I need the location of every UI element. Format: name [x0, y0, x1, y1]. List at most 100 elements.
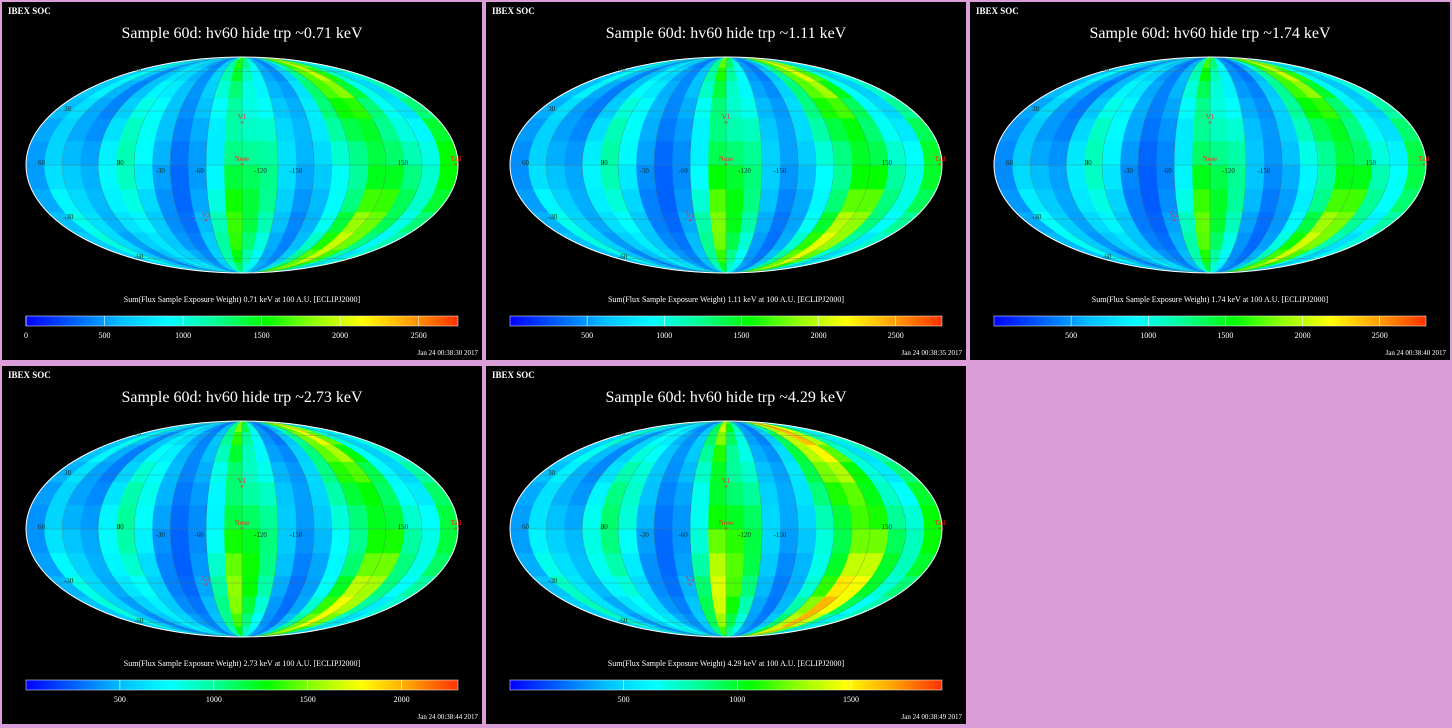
map-cell: [133, 504, 155, 530]
map-cell: [224, 552, 243, 577]
map-cell: [725, 117, 744, 142]
map-cell: [725, 596, 741, 614]
map-cell: [1173, 164, 1193, 190]
map-cell: [725, 211, 743, 233]
marker-star: *: [204, 218, 208, 226]
map-cell: [741, 552, 762, 577]
graticule: [994, 57, 1426, 273]
marker-label: V2: [202, 575, 211, 583]
marker-star: *: [454, 162, 458, 170]
map-cell: [1174, 117, 1195, 142]
map-cell: [1083, 164, 1106, 190]
map-cell: [813, 140, 835, 166]
map-cell: [760, 140, 781, 166]
map-cell: [1101, 164, 1123, 190]
map-cell: [795, 528, 817, 554]
marker-star: *: [240, 484, 244, 492]
map-cell: [97, 528, 120, 554]
map-cell: [760, 504, 781, 530]
map-cell: [206, 481, 227, 506]
timestamp: Jan 24 00:38:40 2017: [1386, 349, 1447, 357]
map-cell: [1209, 232, 1225, 250]
map-svg: IBEX SOC Sample 60d: hv60 hide trp ~1.11 …: [492, 6, 963, 357]
map-cell: [1193, 211, 1211, 233]
lon-label: 30: [117, 159, 125, 167]
map-cell: [689, 164, 709, 190]
map-cell: [635, 504, 657, 530]
chart-title: Sample 60d: hv60 hide trp ~1.74 keV: [1089, 25, 1331, 42]
marker-star: *: [240, 526, 244, 534]
map-cell: [617, 528, 639, 554]
colorbar-tick-label: 1500: [300, 695, 316, 704]
colorbar: [509, 679, 943, 691]
map-cell: [725, 188, 744, 213]
map-svg: IBEX SOC Sample 60d: hv60 hide trp ~4.29 …: [492, 370, 963, 721]
map-cell: [830, 140, 853, 166]
map-cell: [346, 528, 369, 554]
map-cell: [241, 117, 260, 142]
lon-label: -150: [1258, 167, 1271, 175]
lon-label: 60: [38, 523, 46, 531]
map-cell: [311, 528, 333, 554]
timestamp: Jan 24 00:38:35 2017: [902, 349, 963, 357]
marker-label: Nose: [1203, 155, 1217, 163]
map-cell: [241, 211, 259, 233]
map-cell: [690, 117, 711, 142]
map-cell: [329, 164, 351, 190]
colorbar-tick-label: 500: [99, 331, 111, 340]
map-cell: [276, 140, 297, 166]
map-panel-071kev: IBEX SOC Sample 60d: hv60 hide trp ~0.71 …: [2, 2, 482, 360]
marker-label: V1: [722, 113, 731, 121]
map-cell: [241, 232, 257, 250]
map-cell: [97, 164, 120, 190]
map-cell: [725, 232, 741, 250]
map-cell: [1225, 188, 1246, 213]
map-cell: [671, 140, 692, 166]
lon-label: 60: [522, 523, 530, 531]
map-cell: [205, 528, 225, 554]
colorbar-tick-label: 500: [618, 695, 630, 704]
colorbar-tick-label: 1000: [656, 331, 672, 340]
map-cell: [206, 552, 227, 577]
lon-label: 30: [601, 159, 609, 167]
lat-label: 60: [618, 429, 626, 437]
sky-map: [26, 421, 458, 637]
header-label: IBEX SOC: [492, 6, 535, 16]
map-cell: [690, 552, 711, 577]
map-cell: [778, 140, 799, 166]
map-cell: [205, 164, 225, 190]
marker-label: V1: [722, 477, 731, 485]
marker-star: *: [454, 526, 458, 534]
colorbar-tick-label: 500: [581, 331, 593, 340]
map-panel-111kev: IBEX SOC Sample 60d: hv60 hide trp ~1.11 …: [486, 2, 966, 360]
map-cell: [241, 80, 257, 98]
marker-star: *: [724, 484, 728, 492]
map-cell: [1244, 140, 1265, 166]
map-cell: [115, 164, 138, 190]
lat-label: 60: [1102, 65, 1110, 73]
map-panel-273kev: IBEX SOC Sample 60d: hv60 hide trp ~2.73 …: [2, 366, 482, 724]
colorbar: [509, 315, 943, 327]
map-cell: [725, 552, 744, 577]
map-cell: [1209, 188, 1228, 213]
timestamp: Jan 24 00:38:49 2017: [902, 713, 963, 721]
map-cell: [311, 140, 333, 166]
map-cell: [276, 504, 297, 530]
map-cell: [813, 528, 835, 554]
map-cell: [653, 504, 674, 530]
map-cell: [224, 188, 243, 213]
map-cell: [225, 211, 243, 233]
map-cell: [274, 552, 295, 577]
map-cell: [653, 164, 674, 190]
marker-label: Tail: [935, 519, 946, 527]
lon-label: -30: [156, 167, 166, 175]
marker-star: *: [1208, 120, 1212, 128]
lat-label: -60: [618, 617, 628, 625]
lat-label: 0: [117, 159, 121, 167]
map-cell: [1174, 188, 1195, 213]
chart-title: Sample 60d: hv60 hide trp ~2.73 keV: [121, 389, 363, 406]
colorbar-tick-label: 500: [1065, 331, 1077, 340]
map-cell: [1262, 140, 1283, 166]
map-cell: [671, 504, 692, 530]
marker-star: *: [724, 526, 728, 534]
